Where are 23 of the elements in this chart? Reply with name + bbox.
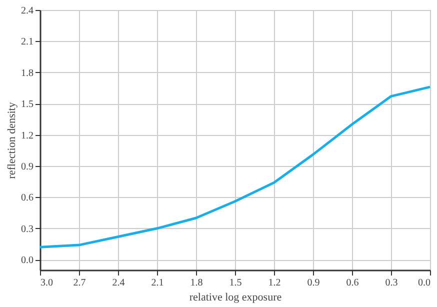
x-tick-label: 3.0: [40, 278, 53, 288]
y-tick-label: 2.4: [21, 6, 34, 16]
x-tick-label: 0.9: [307, 278, 320, 288]
y-tick-label: 1.2: [21, 130, 34, 142]
y-tick-label: 0.3: [21, 224, 34, 235]
x-tick-label: 2.4: [112, 278, 125, 288]
x-tick-label: 2.7: [73, 278, 86, 288]
y-tick-label: 0.0: [21, 255, 34, 266]
y-tick-label: 1.8: [21, 68, 34, 79]
y-tick-label: 0.9: [21, 162, 34, 172]
line-series: [38, 86, 432, 248]
y-axis-title: reflection density: [6, 102, 18, 179]
x-tick-label: 0.3: [385, 278, 398, 288]
x-tick-label: 0.6: [346, 278, 359, 288]
x-tick-label: 1.8: [190, 278, 203, 288]
y-tick-label: 2.1: [21, 36, 34, 48]
x-axis-title: relative log exposure: [189, 292, 282, 304]
x-tick-label: 1.2: [268, 278, 281, 288]
x-tick-label: 1.5: [229, 278, 242, 288]
y-tick-label: 0.6: [21, 192, 34, 204]
x-tick-label: 2.1: [151, 278, 164, 288]
y-tick-label: 1.5: [21, 99, 34, 110]
x-tick-label: 0.0: [418, 278, 430, 288]
